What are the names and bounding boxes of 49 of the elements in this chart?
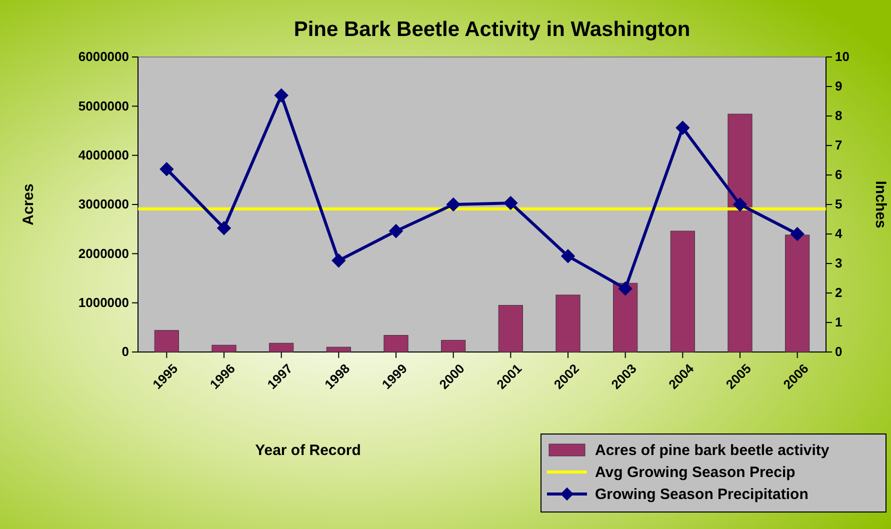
bar [212,344,236,352]
y-tick-label: 0 [122,344,129,360]
y-axis-title: Acres [20,184,37,226]
point [446,197,460,212]
y2-tick-label: 1 [835,314,842,330]
point [732,197,748,212]
bar [154,330,179,352]
bar [441,340,466,352]
chart-title: Pine Bark Beetle Activity in Washington [294,18,690,41]
y-tick-label: 3000000 [78,196,129,212]
y2-tick-label: 7 [835,138,842,153]
point [274,88,288,102]
bar [785,234,810,352]
y2-tick-label: 8 [835,108,842,124]
y2-tick-label: 10 [835,49,850,64]
y-tick-label: 6000000 [78,49,129,64]
point [160,162,174,176]
y2-tick-label: 0 [835,344,842,360]
point [560,248,576,264]
point [216,220,232,236]
bar [498,305,523,352]
legend-label: Growing Season Precipitation [595,486,808,503]
legend-label: Avg Growing Season Precip [595,464,796,481]
point [618,281,632,296]
y2-tick-label: 5 [835,196,842,212]
point [504,196,518,210]
bar [326,346,351,352]
y-tick-label: 5000000 [78,98,129,114]
y-tick-label: 2000000 [78,246,129,261]
bar [728,114,752,352]
bar [556,294,580,352]
point [676,120,690,135]
y2-tick-label: 4 [835,226,843,242]
bar [613,282,638,352]
y2-axis-title: Inches [872,180,889,228]
y2-tick-label: 2 [835,285,842,300]
point [388,224,404,238]
x-axis-title: Year of Record [255,442,361,459]
point [332,253,346,268]
point [790,226,804,242]
y-tick-label: 1000000 [78,294,129,310]
y2-tick-label: 6 [835,167,842,182]
y2-tick-label: 9 [835,78,842,94]
bar [269,342,294,352]
bar [670,230,695,352]
y-tick-label: 4000000 [78,147,129,162]
legend-label: Acres of pine bark beetle activity [595,442,830,459]
bar [384,335,408,352]
y2-tick-label: 3 [835,256,842,271]
